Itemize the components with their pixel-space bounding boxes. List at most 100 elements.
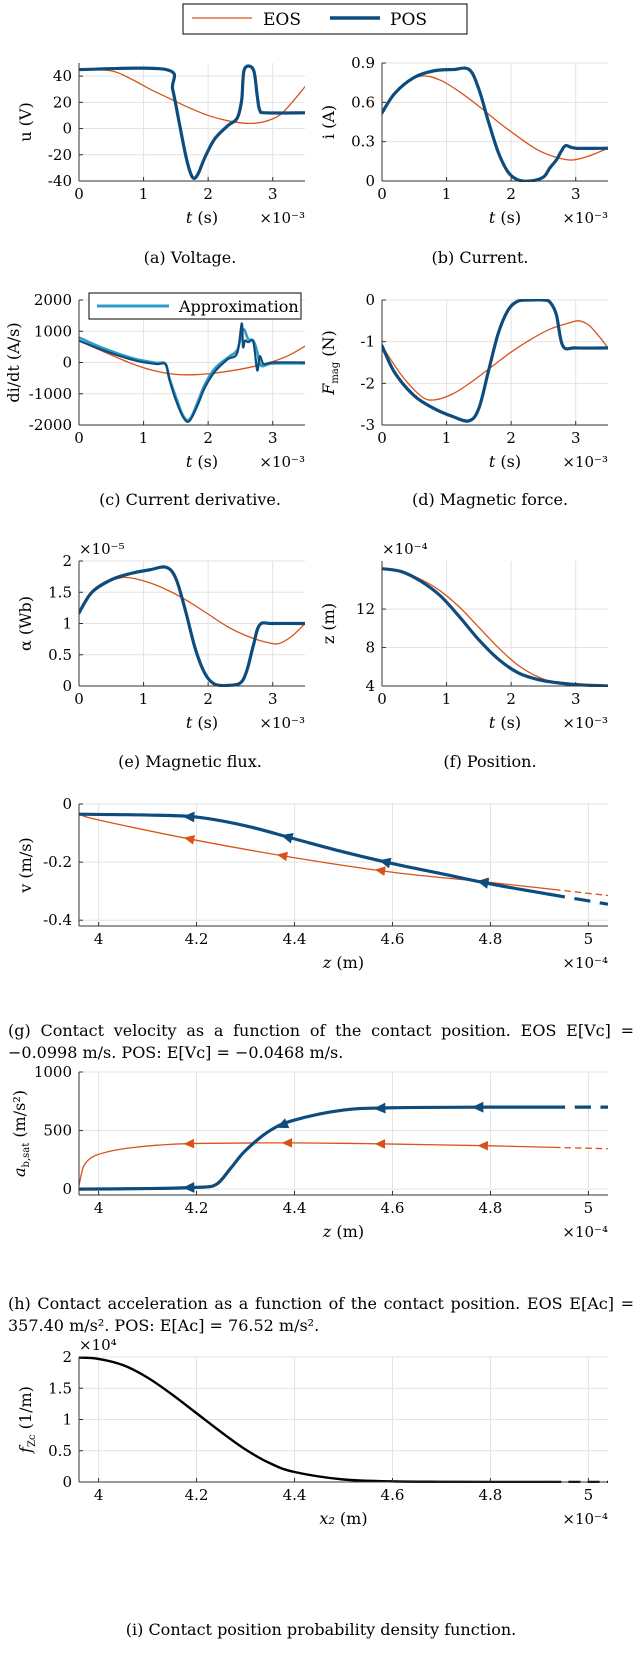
x-axis-multiplier: ×10⁻³ xyxy=(562,453,608,471)
x-tick-label: 4.8 xyxy=(479,1199,503,1217)
y-tick-label: -0.2 xyxy=(43,853,72,871)
y-axis-multiplier: ×10⁻⁵ xyxy=(79,540,125,558)
y-tick-label: 1.5 xyxy=(48,1379,72,1397)
x-tick-label: 0 xyxy=(377,429,387,447)
y-tick-label: 1 xyxy=(62,1411,72,1429)
y-axis-label: Fmag (N) xyxy=(319,330,341,396)
y-axis-multiplier: ×10⁻⁴ xyxy=(382,540,428,558)
x-tick-label: 2 xyxy=(506,185,516,203)
x-axis-label: t (s) xyxy=(489,208,521,227)
x-tick-label: 3 xyxy=(268,429,278,447)
y-axis-label: α (Wb) xyxy=(16,596,35,651)
legend-eos-label: EOS xyxy=(263,10,301,30)
x-axis-multiplier: ×10⁻⁴ xyxy=(562,954,608,972)
y-axis-label: ab,sat (m/s²) xyxy=(10,1090,32,1177)
y-tick-label: 0 xyxy=(62,795,72,813)
y-axis-label: i (A) xyxy=(319,105,338,139)
y-tick-label: -1000 xyxy=(29,385,72,403)
x-axis-label: x₂ (m) xyxy=(319,1509,367,1528)
x-tick-label: 1 xyxy=(139,690,149,708)
x-tick-label: 3 xyxy=(268,690,278,708)
y-tick-label: 0.3 xyxy=(351,133,375,151)
y-tick-label: -1 xyxy=(360,333,375,351)
x-axis-label: z (m) xyxy=(322,1222,364,1241)
legend: EOS POS xyxy=(183,4,467,34)
x-tick-label: 4.4 xyxy=(283,930,307,948)
y-tick-label: 1.5 xyxy=(48,583,72,601)
legend-pos-label: POS xyxy=(390,10,427,30)
y-tick-label: -0.4 xyxy=(43,911,72,929)
x-tick-label: 4.6 xyxy=(381,930,405,948)
y-tick-label: 20 xyxy=(53,93,72,111)
x-tick-label: 2 xyxy=(506,429,516,447)
x-tick-label: 5 xyxy=(584,1199,594,1217)
x-tick-label: 3 xyxy=(571,690,581,708)
plot-area xyxy=(382,300,608,425)
caption-e: (e) Magnetic flux. xyxy=(70,752,310,771)
x-axis-label: t (s) xyxy=(489,713,521,732)
x-tick-label: 5 xyxy=(584,1486,594,1504)
legend-approximation-label: Approximation xyxy=(178,297,299,316)
x-tick-label: 4.2 xyxy=(185,1199,209,1217)
x-tick-label: 3 xyxy=(571,185,581,203)
x-tick-label: 3 xyxy=(571,429,581,447)
x-tick-label: 4.2 xyxy=(185,1486,209,1504)
y-tick-label: -20 xyxy=(48,146,72,164)
x-tick-label: 1 xyxy=(442,690,452,708)
y-axis-label: v (m/s) xyxy=(16,837,35,893)
x-tick-label: 2 xyxy=(506,690,516,708)
x-tick-label: 4.8 xyxy=(479,1486,503,1504)
x-axis-label: t (s) xyxy=(186,452,218,471)
x-axis-label: t (s) xyxy=(186,208,218,227)
caption-c: (c) Current derivative. xyxy=(70,490,310,509)
y-tick-label: 1000 xyxy=(34,322,72,340)
y-tick-label: 40 xyxy=(53,67,72,85)
y-tick-label: 2 xyxy=(62,1348,72,1366)
x-axis-multiplier: ×10⁻³ xyxy=(562,714,608,732)
y-tick-label: 0 xyxy=(62,120,72,138)
caption-b: (b) Current. xyxy=(370,248,590,267)
y-tick-label: 8 xyxy=(365,639,375,657)
x-tick-label: 0 xyxy=(377,690,387,708)
x-tick-label: 1 xyxy=(139,429,149,447)
x-axis-multiplier: ×10⁻³ xyxy=(259,209,305,227)
y-axis-multiplier: ×10⁴ xyxy=(79,1336,117,1354)
x-tick-label: 4 xyxy=(94,1199,104,1217)
x-tick-label: 4.6 xyxy=(381,1486,405,1504)
y-tick-label: 0 xyxy=(62,354,72,372)
y-tick-label: 0.6 xyxy=(351,93,375,111)
x-tick-label: 0 xyxy=(377,185,387,203)
x-tick-label: 4.4 xyxy=(283,1486,307,1504)
x-tick-label: 3 xyxy=(268,185,278,203)
y-axis-label: fZc (1/m) xyxy=(16,1386,38,1454)
y-tick-label: -40 xyxy=(48,172,72,190)
y-tick-label: 0 xyxy=(62,1473,72,1491)
plot-area xyxy=(79,63,305,181)
x-tick-label: 4.8 xyxy=(479,930,503,948)
x-axis-multiplier: ×10⁻³ xyxy=(562,209,608,227)
y-tick-label: 0 xyxy=(62,1180,72,1198)
plot-area xyxy=(382,63,608,181)
x-tick-label: 4 xyxy=(94,1486,104,1504)
y-tick-label: 0.5 xyxy=(48,646,72,664)
x-tick-label: 0 xyxy=(74,429,84,447)
caption-i: (i) Contact position probability density… xyxy=(0,1620,642,1639)
y-tick-label: 0.9 xyxy=(351,54,375,72)
y-tick-label: 2 xyxy=(62,552,72,570)
x-tick-label: 1 xyxy=(442,185,452,203)
x-tick-label: 4 xyxy=(94,930,104,948)
x-axis-multiplier: ×10⁻⁴ xyxy=(562,1510,608,1528)
x-tick-label: 5 xyxy=(584,930,594,948)
x-tick-label: 2 xyxy=(203,429,213,447)
y-tick-label: 12 xyxy=(356,600,375,618)
x-tick-label: 2 xyxy=(203,185,213,203)
x-axis-multiplier: ×10⁻⁴ xyxy=(562,1223,608,1241)
